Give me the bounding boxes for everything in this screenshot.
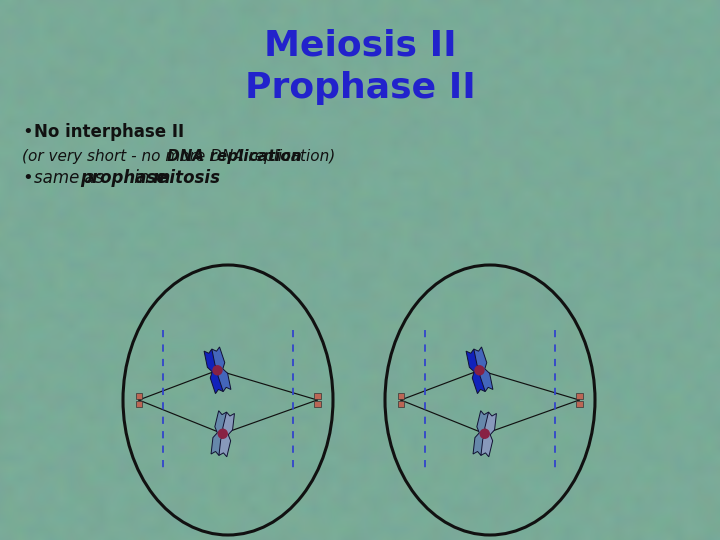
Text: Prophase II: Prophase II (245, 71, 475, 105)
Circle shape (213, 366, 222, 375)
Text: mitosis: mitosis (153, 169, 220, 187)
Circle shape (218, 429, 228, 438)
Polygon shape (481, 412, 497, 457)
Text: prophase: prophase (81, 169, 168, 187)
Polygon shape (212, 347, 231, 392)
Text: •: • (22, 123, 32, 141)
Polygon shape (204, 349, 223, 394)
FancyBboxPatch shape (135, 401, 142, 407)
Text: (or very short - no more DNA replication): (or very short - no more DNA replication… (22, 150, 336, 165)
Polygon shape (466, 349, 485, 394)
FancyBboxPatch shape (397, 393, 404, 400)
Text: same as: same as (34, 169, 109, 187)
FancyBboxPatch shape (576, 393, 582, 400)
FancyBboxPatch shape (314, 393, 320, 400)
FancyBboxPatch shape (314, 401, 320, 407)
Text: No interphase II: No interphase II (34, 123, 184, 141)
Text: Meiosis II: Meiosis II (264, 28, 456, 62)
FancyBboxPatch shape (397, 401, 404, 407)
Polygon shape (473, 411, 489, 455)
Text: •: • (22, 169, 32, 187)
Circle shape (480, 429, 490, 438)
Circle shape (475, 366, 484, 375)
FancyBboxPatch shape (135, 393, 142, 400)
Text: in: in (129, 169, 155, 187)
Polygon shape (474, 347, 493, 392)
FancyBboxPatch shape (576, 401, 582, 407)
Polygon shape (211, 411, 227, 455)
Polygon shape (219, 412, 235, 457)
Text: DNA replication: DNA replication (167, 150, 302, 165)
